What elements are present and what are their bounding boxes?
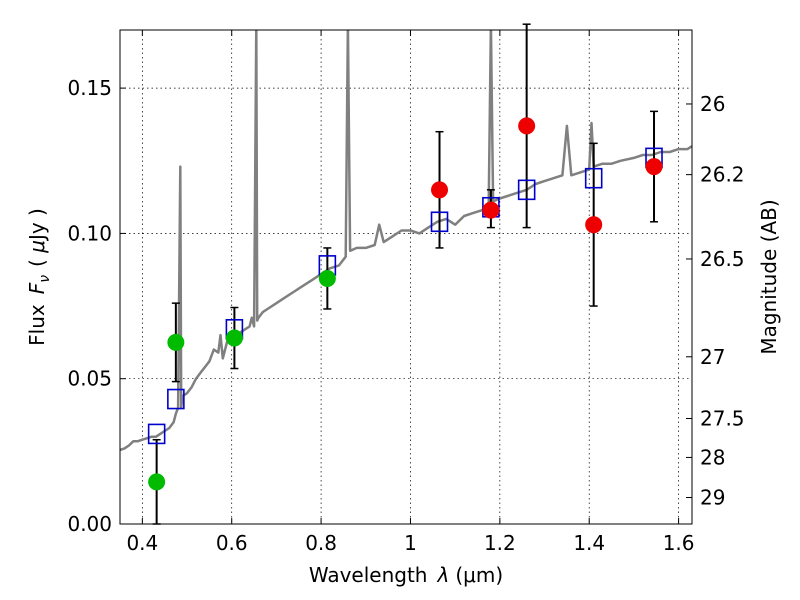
y-tick-label: 0.10	[67, 221, 112, 245]
spectrum-line	[120, 30, 692, 452]
y2-tick-label: 26	[700, 92, 725, 116]
model-square-marker	[147, 423, 166, 445]
x-tick-label: 0.8	[305, 531, 337, 555]
observed-point	[148, 473, 166, 491]
error-bars	[152, 23, 659, 525]
model-square-marker	[584, 167, 603, 189]
model-square-marker	[167, 388, 185, 410]
x-tick-label: 1.6	[663, 531, 695, 555]
y2-tick-label: 26.5	[700, 247, 745, 271]
x-tick-label: 0.6	[216, 531, 248, 555]
y2-tick-label: 27.5	[700, 406, 745, 430]
x-tick-label: 1.4	[573, 531, 605, 555]
x-tick-label: 1	[404, 531, 417, 555]
observed-point	[318, 269, 336, 287]
x-axis-label: Wavelength λ (μm)	[309, 563, 503, 587]
y-axis-label: FluxFν( μJy )	[25, 208, 53, 346]
observed-point	[645, 158, 663, 176]
observed-point	[225, 329, 243, 347]
y2-tick-label: 27	[700, 345, 725, 369]
y-tick-label: 0.00	[67, 512, 112, 536]
model-square-marker	[517, 179, 536, 201]
observed-point	[518, 117, 536, 135]
observed-point	[431, 181, 449, 199]
axis-ticks: 0.4 0.6 0.8 1 1.2 1.4 1.6 0.00 0.05 0.10 0.15 26 26.…	[67, 30, 745, 555]
data-markers	[147, 117, 663, 491]
observed-point	[585, 216, 603, 234]
plot-frame	[119, 29, 693, 525]
y2-tick-label: 28	[700, 445, 725, 469]
observed-point	[482, 201, 500, 219]
y2-axis-label: Magnitude (AB)	[757, 199, 781, 354]
y-tick-label: 0.15	[67, 76, 112, 100]
y-tick-label: 0.05	[67, 367, 112, 391]
observed-point	[167, 333, 185, 351]
model-square-marker	[430, 211, 449, 233]
y2-tick-label: 26.2	[700, 163, 745, 187]
x-tick-label: 0.4	[126, 531, 158, 555]
model-spectrum	[120, 30, 692, 452]
grid-lines	[120, 30, 692, 525]
x-tick-label: 1.2	[484, 531, 516, 555]
y2-tick-label: 29	[700, 485, 725, 509]
